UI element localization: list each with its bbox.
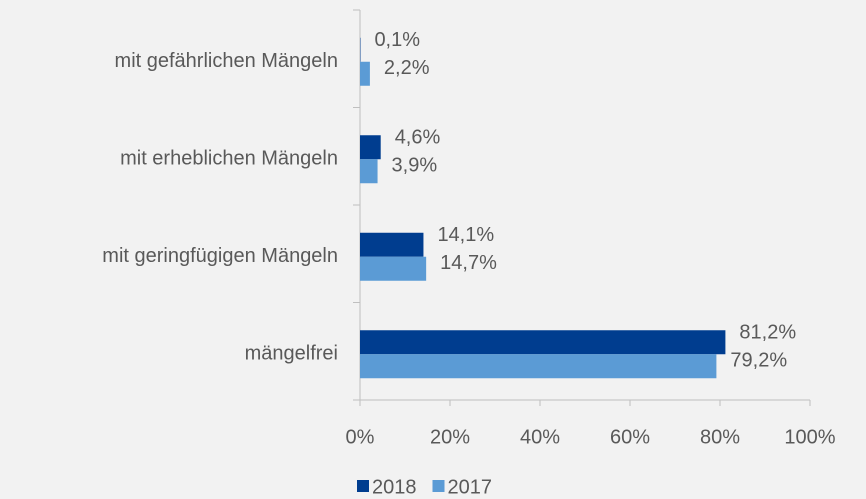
category-label: mit gefährlichen Mängeln <box>115 50 338 72</box>
value-label: 14,7% <box>440 252 497 274</box>
bar <box>360 159 378 184</box>
bar <box>360 354 717 379</box>
value-label: 14,1% <box>437 224 494 246</box>
x-tick-label: 20% <box>430 426 470 448</box>
category-label: mängelfrei <box>245 343 338 365</box>
x-tick-label: 0% <box>346 426 375 448</box>
x-tick-label: 80% <box>700 426 740 448</box>
bar <box>360 61 370 86</box>
category-label: mit erheblichen Mängeln <box>120 148 338 170</box>
category-label: mit geringfügigen Mängeln <box>102 245 338 267</box>
x-tick-label: 40% <box>520 426 560 448</box>
legend-label: 2017 <box>448 476 493 498</box>
bar <box>360 256 427 281</box>
x-tick-label: 60% <box>610 426 650 448</box>
value-label: 81,2% <box>739 322 796 344</box>
value-label: 3,9% <box>392 155 438 177</box>
value-label: 79,2% <box>730 350 787 372</box>
bar <box>360 330 726 355</box>
bar <box>360 232 424 257</box>
x-tick-label: 100% <box>784 426 835 448</box>
legend-label: 2018 <box>372 476 417 498</box>
bar <box>360 135 381 160</box>
value-label: 0,1% <box>374 29 420 51</box>
value-label: 4,6% <box>395 127 441 149</box>
legend-swatch <box>357 480 369 492</box>
value-label: 2,2% <box>384 57 430 79</box>
legend-swatch <box>432 480 445 492</box>
